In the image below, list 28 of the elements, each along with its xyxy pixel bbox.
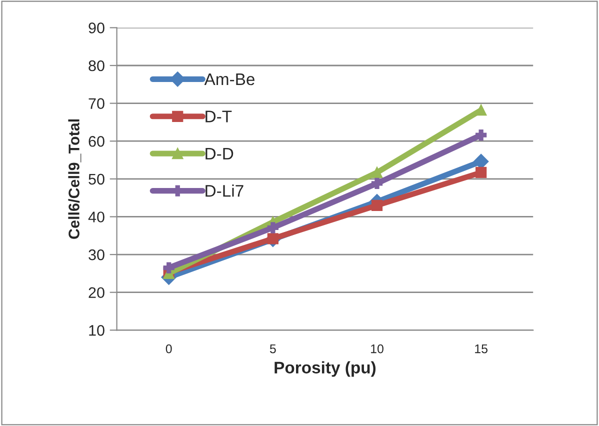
y-tick-label: 70 <box>88 98 104 109</box>
y-tick-label: 10 <box>89 325 104 336</box>
point <box>476 166 487 178</box>
y-tick-label: 30 <box>88 249 104 260</box>
x-tick-label: 10 <box>371 344 384 354</box>
y-tick-label: 60 <box>88 136 104 147</box>
x-tick-label: 15 <box>475 344 488 354</box>
x-tick-label: 5 <box>270 344 276 354</box>
legend-label: D-Li7 <box>206 184 244 197</box>
point <box>267 222 278 234</box>
y-axis-title: Cell6/Cell9_Total <box>68 119 82 239</box>
x-axis-title: Porosity (pu) <box>274 361 376 377</box>
legend-label: D-T <box>206 110 232 122</box>
y-tick-label: 90 <box>88 22 104 34</box>
point <box>371 200 383 211</box>
point <box>163 262 174 274</box>
x-tick-label: 0 <box>166 344 172 354</box>
point <box>371 166 383 178</box>
legend-label: D-D <box>206 148 234 160</box>
y-tick-label: 20 <box>88 287 104 298</box>
y-tick-label: 50 <box>88 174 104 185</box>
point <box>371 178 383 190</box>
point <box>267 233 278 244</box>
y-tick-label: 40 <box>88 212 104 222</box>
y-tick-label: 80 <box>88 60 104 72</box>
point <box>476 104 487 116</box>
point <box>476 130 487 141</box>
legend-label: Am-Be <box>204 74 254 86</box>
